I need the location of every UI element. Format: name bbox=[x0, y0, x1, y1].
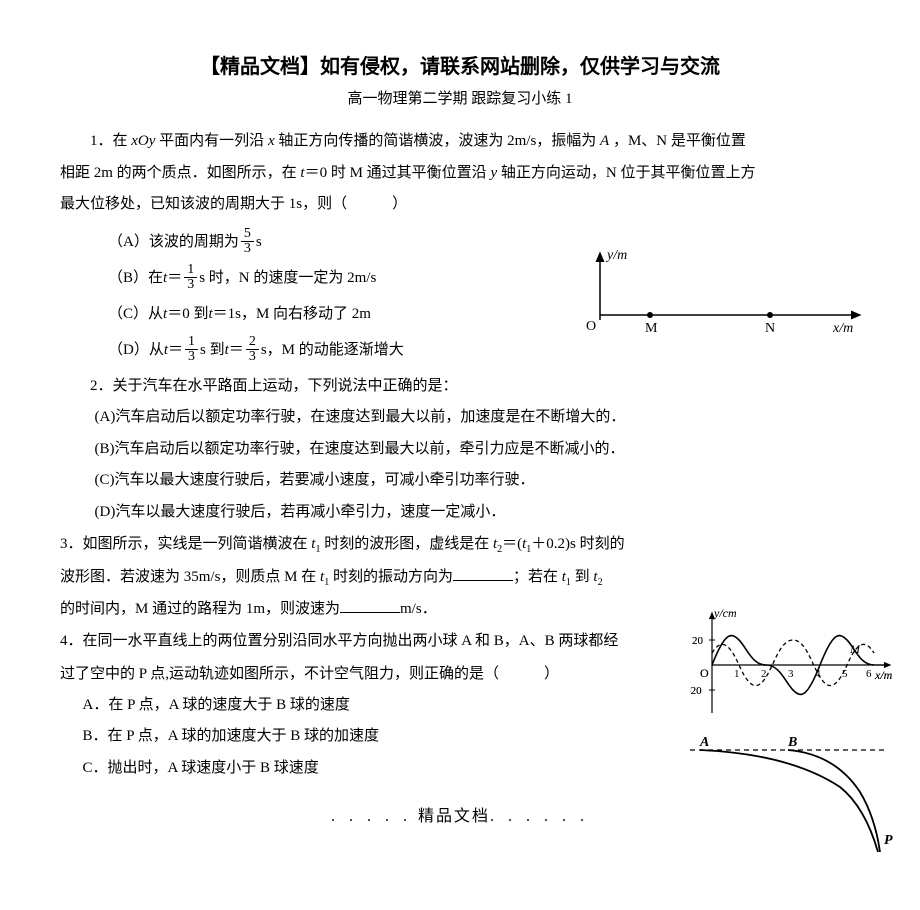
fig1-axis-diagram: y/m x/m O M N bbox=[575, 245, 875, 355]
svg-text:A: A bbox=[699, 735, 709, 750]
q2-optA: (A)汽车启动后以额定功率行驶，在速度达到最大以前，加速度是在不断增大的． bbox=[95, 402, 861, 434]
q1-line1: 1．在 xOy 平面内有一列沿 x 轴正方向传播的简谐横波，波速为 2m/s，振… bbox=[60, 126, 860, 158]
q1-line2: 相距 2m 的两个质点．如图所示，在 t＝0 时 M 通过其平衡位置沿 y 轴正… bbox=[60, 158, 860, 190]
fig1-ylabel: y/m bbox=[605, 248, 627, 263]
fig1-M: M bbox=[645, 321, 658, 336]
fig2-wave-diagram: y/cm x/m O 20 -20 123 456 y/cm x/m O 20 … bbox=[690, 605, 900, 725]
svg-text:O: O bbox=[700, 666, 709, 680]
doc-subtitle: 高一物理第二学期 跟踪复习小练 1 bbox=[60, 87, 860, 108]
q2-optD: (D)汽车以最大速度行驶后，若再减小牵引力，速度一定减小． bbox=[95, 497, 861, 529]
q3-blank2 bbox=[340, 598, 400, 613]
q1-line3: 最大位移处，已知该波的周期大于 1s，则（ ） bbox=[60, 189, 860, 221]
svg-text:3: 3 bbox=[788, 668, 794, 680]
svg-text:P: P bbox=[884, 833, 893, 848]
svg-text:6: 6 bbox=[866, 668, 872, 680]
svg-text:1: 1 bbox=[734, 668, 740, 680]
q2-optC: (C)汽车以最大速度行驶后，若要减小速度，可减小牵引功率行驶． bbox=[95, 465, 861, 497]
svg-text:x/m: x/m bbox=[874, 668, 893, 682]
q2-options: (A)汽车启动后以额定功率行驶，在速度达到最大以前，加速度是在不断增大的． (B… bbox=[95, 402, 861, 528]
fig3-trajectory-diagram: A B P bbox=[680, 732, 900, 872]
q3-blank1 bbox=[453, 566, 513, 581]
q2-optB: (B)汽车启动后以额定功率行驶，在速度达到最大以前，牵引力应是不断减小的． bbox=[95, 434, 861, 466]
q2-stem: 2．关于汽车在水平路面上运动，下列说法中正确的是： bbox=[60, 371, 860, 403]
svg-text:y/cm: y/cm bbox=[713, 606, 737, 620]
fig1-N: N bbox=[765, 321, 775, 336]
svg-text:M: M bbox=[849, 642, 861, 656]
svg-text:5: 5 bbox=[842, 668, 848, 680]
svg-text:B: B bbox=[787, 735, 797, 750]
doc-banner: 【精品文档】如有侵权，请联系网站删除，仅供学习与交流 bbox=[60, 50, 860, 79]
fig1-origin: O bbox=[586, 319, 596, 334]
fig1-xlabel: x/m bbox=[832, 321, 853, 336]
svg-text:2: 2 bbox=[761, 668, 767, 680]
svg-text:20: 20 bbox=[692, 635, 704, 647]
svg-text:-20: -20 bbox=[690, 685, 702, 697]
